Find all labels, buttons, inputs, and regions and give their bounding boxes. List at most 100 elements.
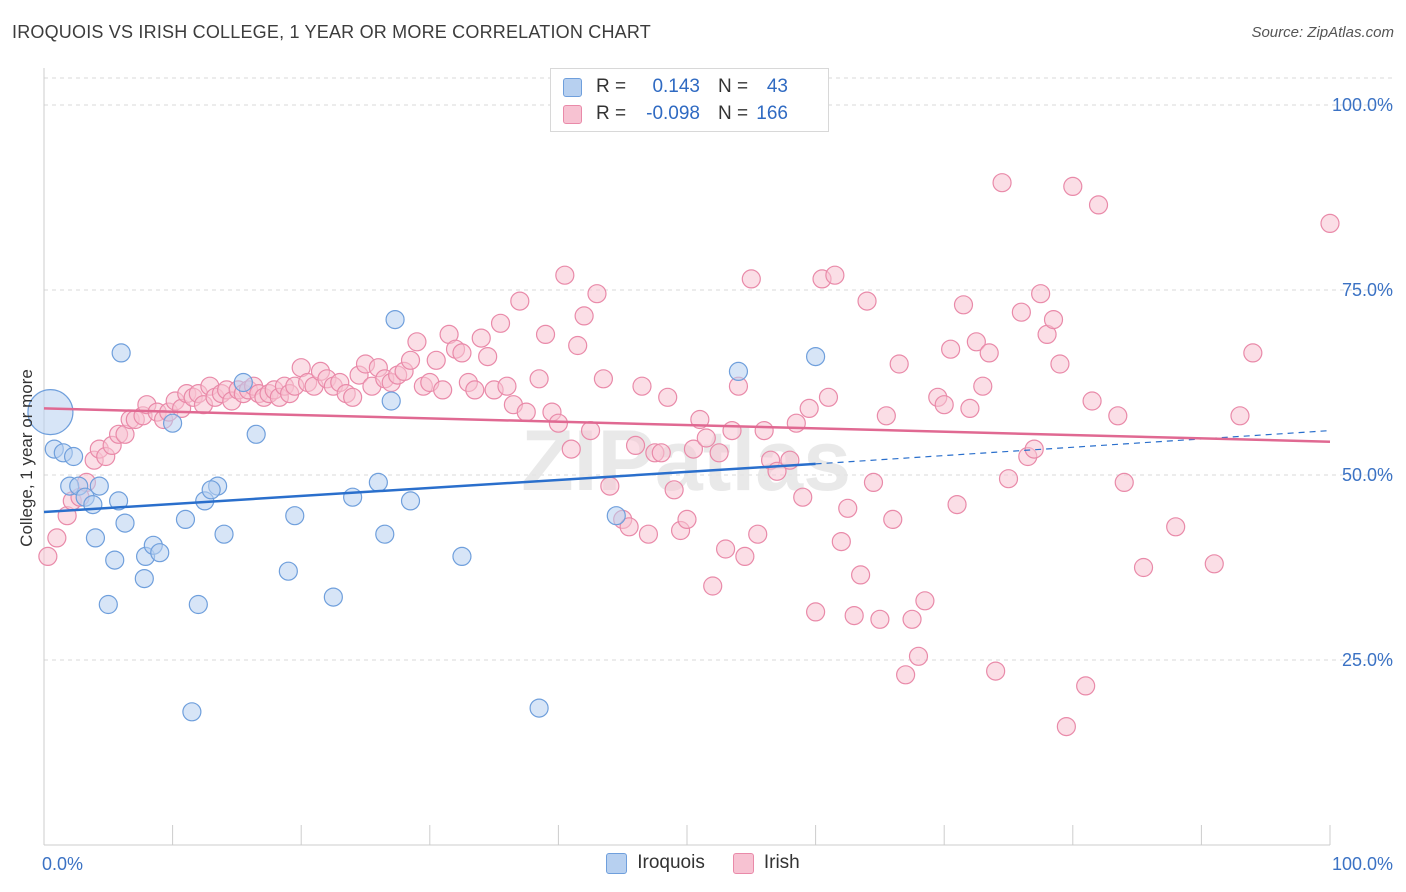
irish-point (883, 509, 903, 530)
irish-point (497, 376, 517, 396)
irish-point (1114, 472, 1134, 492)
iroquois-series (27, 310, 826, 722)
iroquois-point (233, 372, 253, 393)
legend-n-label: N = (718, 103, 749, 124)
irish-point (625, 435, 646, 455)
legend-row-iroquois: R = 0.143 N = 43 (563, 74, 788, 100)
iroquois-point (89, 476, 109, 496)
irish-point (1088, 195, 1109, 215)
irish-series (38, 173, 1340, 737)
iroquois-point (175, 509, 196, 530)
irish-point (941, 339, 961, 359)
irish-point (426, 350, 446, 370)
irish-point (677, 509, 697, 530)
iroquois-point (452, 546, 472, 567)
legend-r-value: 0.143 (652, 76, 700, 97)
irish-point (793, 487, 813, 507)
iroquois-point (323, 587, 343, 607)
irish-point (966, 332, 986, 352)
irish-point (876, 406, 896, 426)
iroquois-point (188, 594, 208, 615)
x-tick-label: 0.0% (42, 854, 83, 874)
irish-point (400, 350, 421, 370)
irish-point (953, 295, 974, 315)
irish-point (902, 609, 922, 629)
irish-point (979, 343, 999, 363)
chart-title: IROQUOIS VS IRISH COLLEGE, 1 YEAR OR MOR… (12, 22, 651, 42)
iroquois-point (381, 391, 401, 411)
irish-point (735, 546, 755, 567)
legend-r-value: -0.098 (646, 103, 700, 124)
irish-point (992, 173, 1012, 193)
iroquois-point (805, 347, 826, 367)
chart-source: Source: ZipAtlas.com (1251, 24, 1394, 41)
iroquois-point (728, 361, 749, 381)
irish-point (908, 646, 929, 666)
x-tick-label: 100.0% (1332, 854, 1393, 874)
irish-point (870, 609, 890, 629)
iroquois-point (163, 413, 183, 433)
irish-point (947, 495, 967, 515)
irish-point (851, 565, 871, 585)
irish-point (857, 291, 877, 311)
irish-point (818, 387, 839, 407)
irish-point (471, 328, 491, 348)
irish-point (535, 324, 556, 344)
irish-point (433, 380, 453, 400)
iroquois-point (105, 550, 125, 570)
irish-point (529, 369, 549, 389)
iroquois-point (529, 698, 549, 718)
series-legend: Iroquois Irish (0, 852, 1406, 874)
iroquois-point (385, 310, 405, 330)
irish-point (863, 472, 884, 492)
irish-point (844, 605, 864, 626)
irish-point (1243, 343, 1263, 363)
legend-r-label: R = (596, 103, 627, 124)
irish-point (1108, 406, 1128, 426)
irish-point (1082, 391, 1102, 411)
irish-point (1230, 406, 1250, 426)
irish-point (748, 524, 768, 544)
irish-point (1320, 213, 1340, 233)
irish-point (1076, 676, 1096, 696)
irish-point (896, 665, 916, 685)
legend-n-label: N = (718, 76, 749, 97)
irish-point (619, 517, 639, 537)
legend-n-value: 166 (756, 103, 788, 124)
irish-point (831, 531, 851, 552)
irish-point (561, 439, 581, 459)
irish-point (651, 443, 671, 463)
y-tick-label: 100.0% (1332, 95, 1393, 115)
y-tick-label: 25.0% (1342, 650, 1393, 670)
grid-lines (44, 77, 1392, 661)
irish-point (825, 265, 845, 285)
irish-point (478, 347, 498, 367)
iroquois-point (201, 480, 221, 500)
iroquois-point (182, 702, 202, 722)
iroquois-point (606, 506, 626, 526)
irish-point (1063, 176, 1083, 196)
irish-swatch (563, 104, 582, 124)
irish-point (1166, 517, 1186, 537)
irish-point (715, 539, 736, 559)
irish-trend-line (43, 407, 1331, 443)
iroquois-point (368, 472, 388, 492)
iroquois-point (278, 561, 298, 581)
irish-point (934, 395, 954, 415)
irish-point (580, 421, 601, 441)
trend-lines (43, 407, 1331, 514)
iroquois-trend-extension (815, 430, 1331, 465)
irish-point (889, 354, 909, 374)
iroquois-legend-label: Iroquois (637, 852, 705, 873)
legend-item-iroquois: Iroquois (606, 852, 705, 874)
iroquois-trend-line (43, 462, 816, 514)
irish-point (805, 602, 826, 622)
irish-point (1024, 439, 1044, 459)
irish-point (973, 376, 993, 396)
irish-point (516, 402, 536, 422)
irish-point (1050, 354, 1070, 374)
irish-point (722, 421, 742, 441)
iroquois-point (27, 389, 74, 436)
irish-point (1133, 557, 1154, 578)
